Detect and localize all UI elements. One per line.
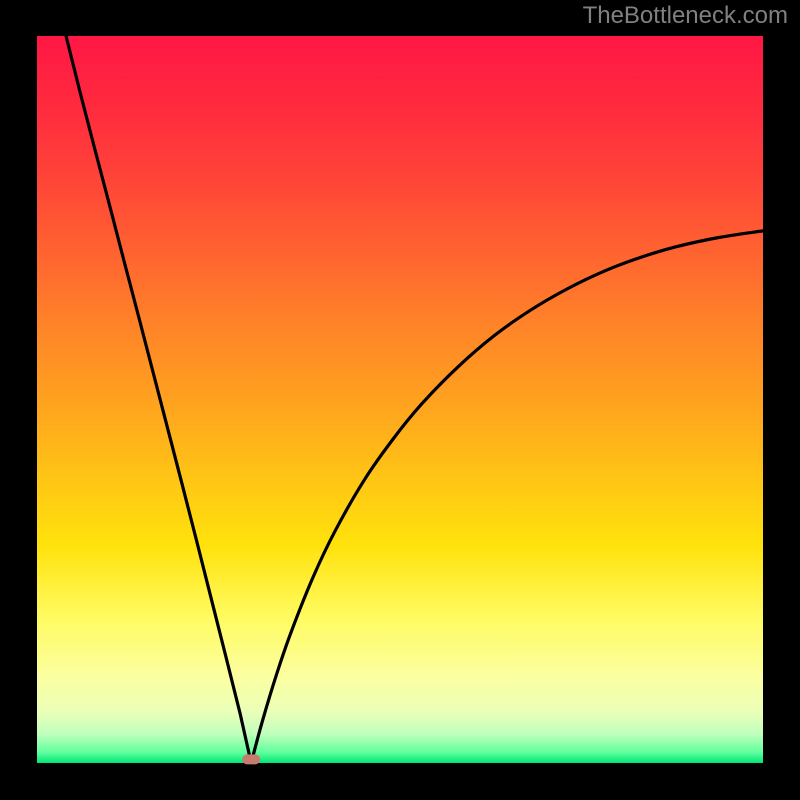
chart-container: TheBottleneck.com bbox=[0, 0, 800, 800]
vertex-marker bbox=[242, 754, 260, 764]
bottleneck-chart bbox=[0, 0, 800, 800]
attribution-label: TheBottleneck.com bbox=[583, 2, 788, 30]
plot-background bbox=[37, 36, 763, 763]
